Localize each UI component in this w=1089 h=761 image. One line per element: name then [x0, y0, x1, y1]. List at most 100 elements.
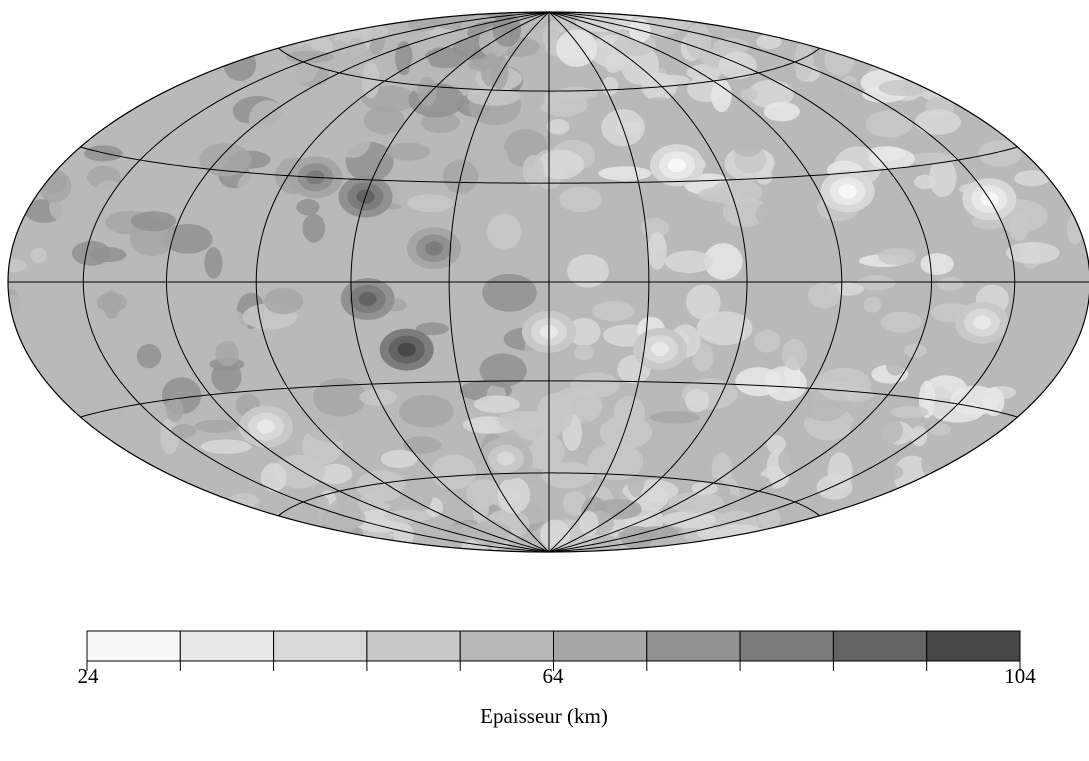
texture-blob — [305, 407, 355, 443]
texture-blob — [1014, 170, 1050, 187]
texture-blob — [562, 491, 587, 516]
texture-blob — [229, 493, 260, 509]
texture-blob — [402, 436, 442, 454]
thickness-anomaly — [397, 342, 416, 357]
texture-blob — [928, 422, 951, 436]
texture-blob — [735, 367, 781, 397]
colorbar-title: Epaisseur (km) — [480, 704, 608, 728]
colorbar-swatch — [459, 630, 555, 662]
texture-blob — [778, 443, 821, 480]
texture-blob — [136, 343, 162, 369]
texture-blob — [400, 481, 432, 515]
texture-blob — [130, 211, 177, 232]
texture-blob — [84, 145, 123, 162]
thickness-anomaly — [668, 158, 686, 173]
texture-blob — [602, 76, 619, 96]
texture-blob — [629, 18, 651, 43]
texture-blob — [807, 282, 841, 309]
texture-blob — [399, 394, 454, 428]
texture-blob — [696, 311, 753, 345]
texture-blob — [722, 196, 768, 228]
texture-blob — [470, 416, 501, 433]
texture-blob — [763, 101, 800, 122]
colorbar-swatch — [553, 630, 648, 662]
texture-blob — [781, 339, 808, 371]
texture-blob — [880, 311, 922, 333]
thickness-anomaly — [973, 315, 991, 330]
texture-blob — [302, 213, 326, 243]
texture-blob — [711, 79, 732, 113]
colorbar-swatch — [646, 630, 741, 662]
texture-blob — [755, 199, 808, 230]
texture-blob — [697, 524, 719, 541]
texture-blob — [556, 29, 598, 67]
texture-blob — [633, 526, 680, 540]
texture-blob — [255, 490, 292, 512]
texture-blob — [363, 106, 405, 135]
texture-blob — [165, 397, 184, 423]
colorbar-tick-label-max: 104 — [1004, 664, 1036, 688]
texture-blob — [640, 97, 676, 122]
texture-blob — [522, 63, 564, 84]
texture-blob — [647, 232, 667, 270]
texture-blob — [794, 40, 814, 81]
texture-blob — [320, 344, 354, 359]
texture-blob — [75, 405, 126, 424]
texture-blob — [8, 258, 27, 273]
texture-blob — [171, 424, 197, 439]
texture-blob — [740, 88, 759, 101]
texture-blob — [728, 117, 767, 157]
texture-blob — [156, 254, 176, 271]
texture-blob — [215, 340, 239, 367]
colorbar-swatch — [926, 630, 1021, 662]
texture-blob — [313, 378, 367, 417]
texture-blob — [497, 476, 531, 514]
texture-blob — [384, 509, 431, 523]
texture-blob — [890, 405, 929, 419]
texture-blob — [540, 519, 571, 549]
texture-blob — [983, 387, 1005, 417]
texture-blob — [194, 419, 239, 433]
texture-blob — [522, 154, 544, 187]
thickness-anomaly — [651, 342, 669, 357]
texture-blob — [754, 329, 781, 353]
texture-blob — [592, 301, 635, 322]
colorbar-swatch — [86, 630, 181, 662]
texture-blob — [937, 276, 964, 291]
texture-blob — [361, 61, 380, 99]
thickness-field — [8, 12, 1089, 552]
texture-blob — [664, 250, 713, 274]
texture-blob — [567, 317, 601, 346]
texture-blob — [587, 443, 644, 481]
texture-blob — [656, 447, 701, 483]
texture-blob — [885, 355, 905, 376]
texture-blob — [541, 461, 594, 489]
texture-blob — [199, 143, 252, 177]
texture-blob — [96, 180, 123, 199]
texture-blob — [868, 147, 915, 170]
texture-blob — [910, 425, 928, 447]
texture-blob — [473, 395, 520, 414]
colorbar-swatch — [739, 630, 834, 662]
texture-blob — [868, 463, 904, 482]
texture-blob — [385, 142, 431, 161]
map-outline — [7, 11, 1089, 553]
texture-blob — [559, 186, 603, 213]
texture-blob — [718, 51, 757, 80]
texture-blob — [417, 76, 437, 107]
texture-blob — [200, 439, 252, 454]
texture-blob — [668, 492, 724, 514]
thickness-anomaly — [425, 241, 443, 256]
texture-blob — [415, 322, 449, 336]
texture-blob — [467, 87, 520, 106]
texture-blob — [333, 121, 372, 158]
texture-blob — [103, 290, 121, 319]
texture-blob — [407, 194, 454, 213]
texture-blob — [296, 199, 320, 216]
texture-blob — [865, 110, 913, 138]
texture-blob — [573, 344, 594, 361]
parallel-line — [278, 47, 820, 92]
texture-blob — [317, 463, 353, 485]
colorbar-tick-label-min: 24 — [77, 664, 99, 688]
